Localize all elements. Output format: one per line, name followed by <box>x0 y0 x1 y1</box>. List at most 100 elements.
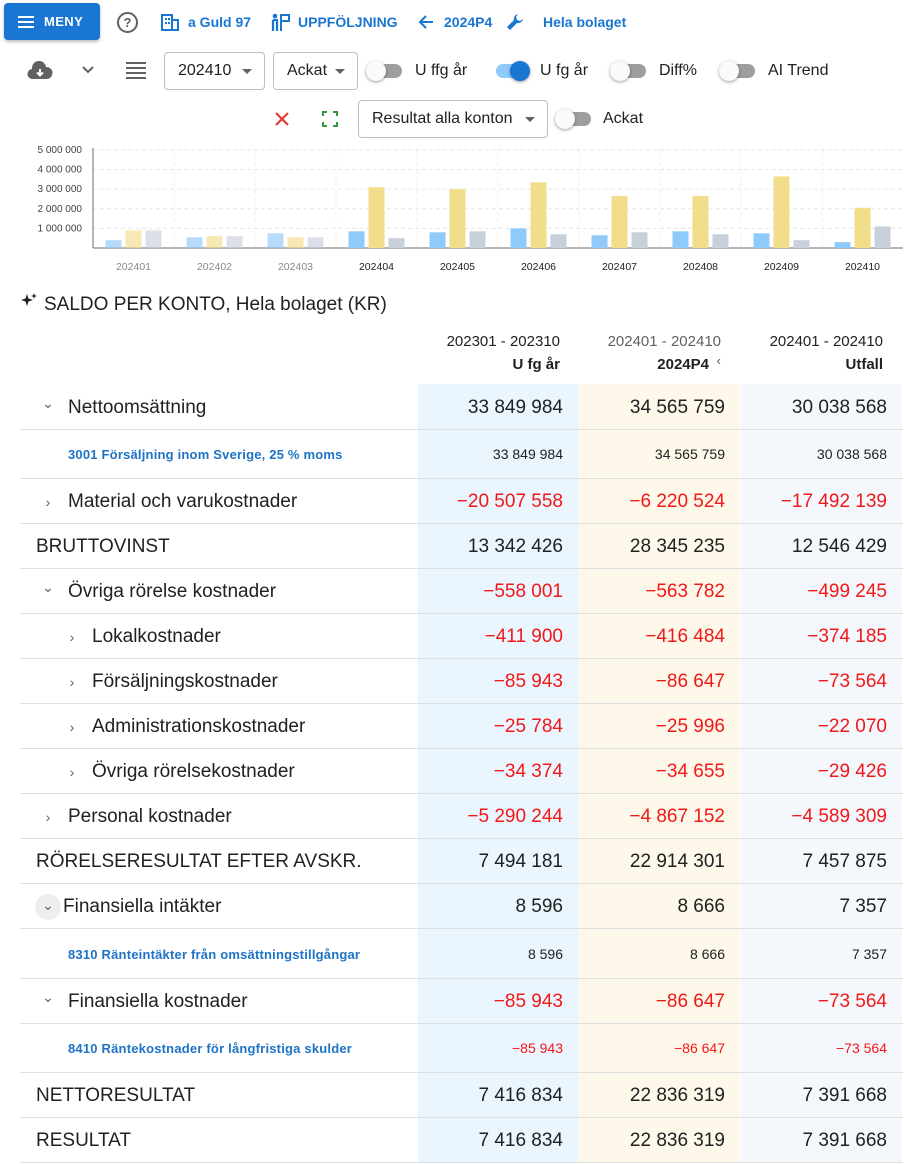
toggle-ai-trend[interactable] <box>719 61 755 81</box>
report-select[interactable]: Resultat alla konton <box>358 100 548 138</box>
row-value-col1: 8 596 <box>527 945 563 962</box>
chevron-right-icon[interactable]: › <box>45 808 51 825</box>
row-label: Personal kostnader <box>68 805 232 827</box>
group-row[interactable]: ⌄ Nettoomsättning 33 849 984 34 565 759 30 0… <box>20 385 903 430</box>
group-row[interactable]: › Övriga rörelsekostnader −34 374 −34 655 −2… <box>20 749 903 794</box>
toggle-u-ffg-ar-label: U ffg år <box>415 62 468 79</box>
chevron-right-icon[interactable]: › <box>69 763 75 780</box>
group-row[interactable]: ⌄ Finansiella kostnader −85 943 −86 647 −73 … <box>20 979 903 1024</box>
company-link[interactable]: a Guld 97 <box>188 14 252 30</box>
account-row[interactable]: 8410 Räntekostnader för långfristiga sku… <box>20 1024 903 1073</box>
column-name-text: 2024P4 <box>657 356 709 373</box>
wrench-icon[interactable] <box>505 12 525 32</box>
row-value-col1: 13 342 426 <box>467 535 563 557</box>
group-row[interactable]: › Administrationskostnader −25 784 −25 996 −… <box>20 704 903 749</box>
row-value-col1: −20 507 558 <box>456 490 563 512</box>
help-icon[interactable]: ? <box>117 12 138 33</box>
group-row[interactable]: › Lokalkostnader −411 900 −416 484 −374 185 <box>20 614 903 659</box>
close-icon[interactable] <box>274 111 290 127</box>
row-label: Finansiella kostnader <box>68 990 248 1012</box>
bar <box>469 231 486 248</box>
toggle-u-fg-ar[interactable] <box>494 61 530 81</box>
chevron-right-icon[interactable]: › <box>45 493 51 510</box>
period-link[interactable]: 2024P4 <box>444 14 493 30</box>
column-header-u-fg-ar[interactable]: 202301 - 202310 U fg år <box>410 333 560 373</box>
column-name: Utfall <box>845 356 884 373</box>
chevron-right-icon[interactable]: › <box>69 628 75 645</box>
x-tick-label: 202410 <box>845 261 880 273</box>
row-value-col2: −563 782 <box>645 580 725 602</box>
total-row: NETTORESULTAT 7 416 834 22 836 319 7 391 66… <box>20 1073 903 1118</box>
group-row[interactable]: › Material och varukostnader −20 507 558 −6… <box>20 479 903 524</box>
row-value-col3: −73 564 <box>836 1040 887 1056</box>
account-row[interactable]: 3001 Försäljning inom Sverige, 25 % moms… <box>20 430 903 479</box>
row-label: Övriga rörelse kostnader <box>68 580 277 602</box>
total-row: RÖRELSERESULTAT EFTER AVSKR. 7 494 181 22 … <box>20 839 903 884</box>
chevron-left-icon[interactable]: ‹ <box>716 353 721 368</box>
row-label: RESULTAT <box>36 1129 132 1151</box>
row-label[interactable]: 3001 Försäljning inom Sverige, 25 % moms <box>68 447 343 462</box>
fullscreen-icon[interactable] <box>322 111 338 127</box>
toggle-u-ffg-ar[interactable] <box>366 61 402 81</box>
toggle-diff[interactable] <box>610 61 646 81</box>
y-tick-label: 3 000 000 <box>38 184 83 195</box>
bar <box>793 240 810 248</box>
row-label: Nettoomsättning <box>68 396 207 418</box>
mode-select[interactable]: Ackat <box>273 52 358 90</box>
y-tick-label: 5 000 000 <box>38 145 83 156</box>
row-value-col2: −4 867 152 <box>629 805 725 827</box>
bar <box>854 207 871 248</box>
building-icon[interactable] <box>161 12 179 32</box>
row-value-col3: 7 391 668 <box>802 1129 887 1151</box>
row-value-col2: 8 666 <box>689 945 725 962</box>
bar <box>105 240 122 248</box>
group-row[interactable]: ⌄ Finansiella intäkter 8 596 8 666 7 357 <box>20 884 903 929</box>
group-row[interactable]: › Försäljningskostnader −85 943 −86 647 −73 … <box>20 659 903 704</box>
menu-button[interactable]: MENY <box>4 3 100 40</box>
scope-link[interactable]: Hela bolaget <box>543 14 627 30</box>
row-value-col2: −416 484 <box>645 625 725 647</box>
row-value-col3: 7 391 668 <box>802 1084 887 1106</box>
chevron-down-icon[interactable] <box>81 65 95 75</box>
column-range: 202301 - 202310 <box>446 333 560 350</box>
y-tick-label: 1 000 000 <box>38 223 83 234</box>
row-label[interactable]: 8410 Räntekostnader för långfristiga sku… <box>68 1041 353 1056</box>
row-label: Lokalkostnader <box>92 625 221 647</box>
followup-link[interactable]: UPPFÖLJNING <box>298 14 398 30</box>
account-row[interactable]: 8310 Ränteintäkter från omsättningstillg… <box>20 929 903 979</box>
row-label: RÖRELSERESULTAT EFTER AVSKR. <box>36 850 362 872</box>
x-tick-label: 202402 <box>197 261 232 273</box>
row-label-wrapper: ⌄ Finansiella intäkter <box>35 884 221 929</box>
chevron-down-icon[interactable]: ⌄ <box>42 395 54 411</box>
list-icon[interactable] <box>126 61 146 79</box>
row-value-col1: −85 943 <box>493 990 563 1012</box>
row-value-col1: −5 290 244 <box>467 805 563 827</box>
row-value-col1: −85 943 <box>512 1040 563 1056</box>
row-label-wrapper: 8410 Räntekostnader för långfristiga sku… <box>68 1024 352 1073</box>
row-value-col3: 7 357 <box>851 945 887 962</box>
row-value-col3: −17 492 139 <box>780 490 887 512</box>
sparkle-icon[interactable] <box>20 292 38 310</box>
toggle-ackat[interactable] <box>555 109 591 129</box>
row-value-col3: 7 457 875 <box>802 850 887 872</box>
arrow-left-icon[interactable] <box>418 14 434 30</box>
group-row[interactable]: › Personal kostnader −5 290 244 −4 867 152 −… <box>20 794 903 839</box>
chevron-right-icon[interactable]: › <box>69 673 75 690</box>
chevron-down-icon[interactable]: ⌄ <box>42 579 54 595</box>
column-header-2024p4[interactable]: 202401 - 202410 2024P4 ‹ <box>571 333 721 373</box>
column-header-utfall[interactable]: 202401 - 202410 Utfall <box>733 333 883 373</box>
group-row[interactable]: ⌄ Övriga rörelse kostnader −558 001 −563 78… <box>20 569 903 614</box>
followup-icon[interactable] <box>270 12 290 32</box>
chevron-down-icon[interactable]: ⌄ <box>35 893 61 920</box>
cloud-download-icon[interactable] <box>27 61 53 81</box>
row-label[interactable]: 8310 Ränteintäkter från omsättningstillg… <box>68 946 361 962</box>
row-value-col3: 30 038 568 <box>791 396 887 418</box>
row-label: Övriga rörelsekostnader <box>92 760 295 782</box>
row-value-col2: 22 836 319 <box>629 1084 725 1106</box>
bar <box>611 196 628 248</box>
chevron-right-icon[interactable]: › <box>69 718 75 735</box>
bar <box>510 228 527 248</box>
period-select[interactable]: 202410 <box>164 52 265 90</box>
y-tick-label: 4 000 000 <box>38 165 83 176</box>
chevron-down-icon[interactable]: ⌄ <box>42 989 54 1005</box>
